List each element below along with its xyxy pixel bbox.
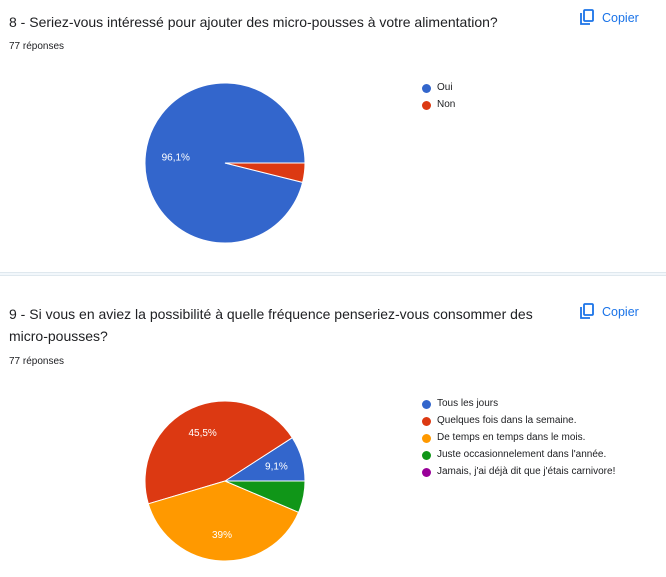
question-card-8: 8 - Seriez-vous intéressé pour ajouter d… bbox=[0, 0, 666, 272]
slice-label: 96,1% bbox=[162, 152, 190, 163]
legend-label: Juste occasionnelement dans l'année. bbox=[437, 449, 607, 460]
chart-legend: Oui Non bbox=[422, 82, 455, 116]
legend-item: Oui bbox=[422, 82, 455, 94]
response-count: 77 réponses bbox=[9, 356, 65, 367]
question-card-9: 9 - Si vous en aviez la possibilité à qu… bbox=[0, 276, 666, 577]
legend-label: Non bbox=[437, 99, 456, 110]
legend-swatch bbox=[422, 416, 431, 426]
legend-item: Quelques fois dans la semaine. bbox=[422, 415, 615, 427]
copy-label: Copier bbox=[602, 10, 639, 25]
card-separator bbox=[0, 272, 666, 276]
slice-label: 45,5% bbox=[188, 428, 216, 439]
pie-slice-4 bbox=[224, 480, 306, 513]
pie-chart-q8: 96,1% bbox=[144, 82, 306, 244]
pie-chart-q9: 9,1% 45,5% 39% bbox=[144, 400, 306, 562]
copy-icon bbox=[580, 303, 594, 319]
question-title: 8 - Seriez-vous intéressé pour ajouter d… bbox=[9, 14, 498, 30]
copy-icon bbox=[580, 9, 594, 25]
legend-label: De temps en temps dans le mois. bbox=[437, 432, 586, 443]
response-count: 77 réponses bbox=[9, 41, 65, 52]
legend-swatch bbox=[422, 399, 431, 409]
legend-label: Oui bbox=[437, 82, 453, 93]
legend-label: Jamais, j'ai déjà dit que j'étais carniv… bbox=[437, 466, 616, 477]
slice-label: 9,1% bbox=[265, 461, 288, 472]
legend-item: De temps en temps dans le mois. bbox=[422, 432, 615, 444]
pie-slice-3 bbox=[147, 480, 300, 562]
copy-button[interactable]: Copier bbox=[580, 9, 639, 26]
legend-item: Non bbox=[422, 99, 455, 111]
legend-item: Juste occasionnelement dans l'année. bbox=[422, 449, 615, 461]
legend-swatch bbox=[422, 100, 431, 110]
question-title: 9 - Si vous en aviez la possibilité à qu… bbox=[9, 306, 533, 344]
chart-legend: Tous les jours Quelques fois dans la sema… bbox=[422, 398, 615, 483]
legend-swatch bbox=[422, 467, 431, 477]
legend-item: Jamais, j'ai déjà dit que j'étais carniv… bbox=[422, 466, 615, 478]
legend-label: Tous les jours bbox=[437, 398, 499, 409]
legend-item: Tous les jours bbox=[422, 398, 615, 410]
pie-slice-2 bbox=[224, 162, 306, 184]
legend-swatch bbox=[422, 450, 431, 460]
legend-swatch bbox=[422, 433, 431, 443]
copy-button[interactable]: Copier bbox=[580, 303, 639, 320]
pie-slice-2 bbox=[144, 400, 293, 505]
slice-label: 39% bbox=[212, 530, 232, 541]
copy-label: Copier bbox=[602, 304, 639, 319]
legend-swatch bbox=[422, 83, 431, 93]
legend-label: Quelques fois dans la semaine. bbox=[437, 415, 577, 426]
